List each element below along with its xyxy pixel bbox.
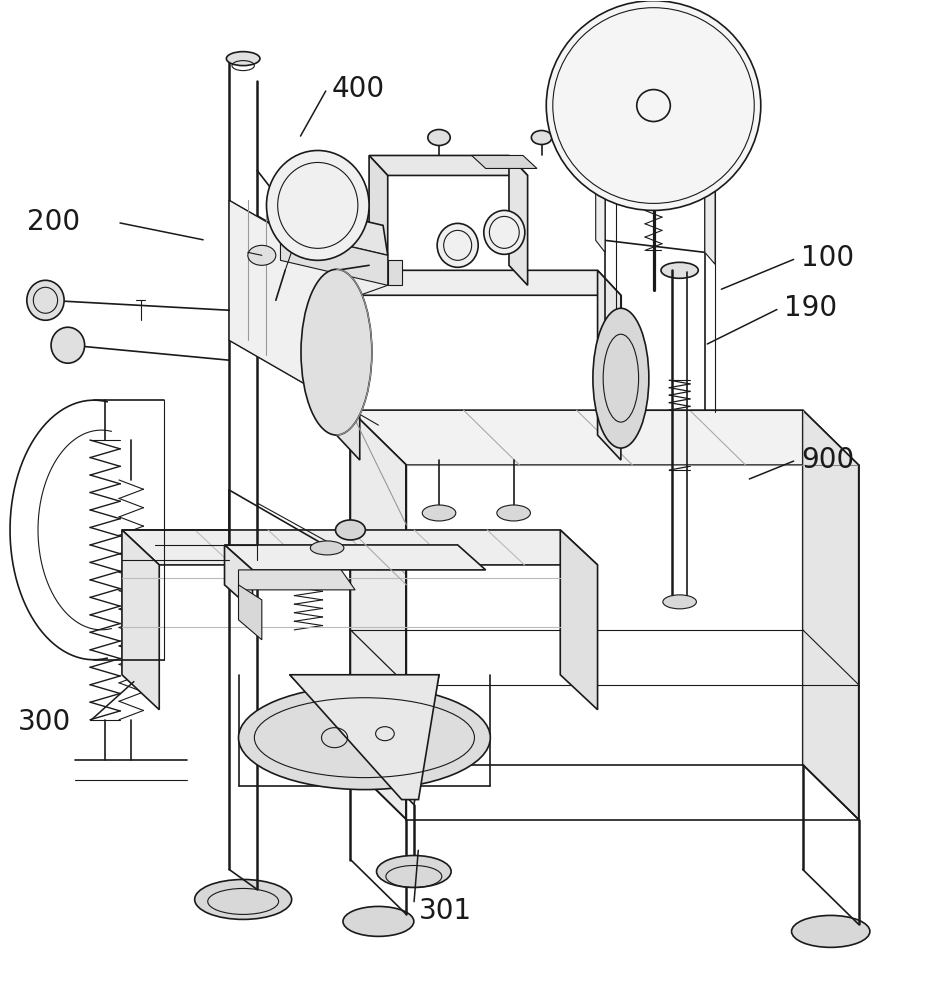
Text: 100: 100 <box>800 244 854 272</box>
Ellipse shape <box>27 280 64 320</box>
Polygon shape <box>336 270 360 460</box>
Polygon shape <box>336 270 621 295</box>
Ellipse shape <box>484 210 525 254</box>
Text: 200: 200 <box>27 208 80 236</box>
Polygon shape <box>596 64 717 96</box>
Polygon shape <box>472 155 537 168</box>
Ellipse shape <box>531 131 552 144</box>
Polygon shape <box>350 410 406 820</box>
Polygon shape <box>705 81 715 264</box>
Ellipse shape <box>663 595 697 609</box>
Text: 900: 900 <box>800 446 854 474</box>
Ellipse shape <box>661 262 699 278</box>
Polygon shape <box>369 155 388 285</box>
Polygon shape <box>122 530 598 565</box>
Polygon shape <box>290 675 439 800</box>
Ellipse shape <box>51 327 85 363</box>
Polygon shape <box>224 545 252 610</box>
Polygon shape <box>350 410 858 465</box>
Polygon shape <box>369 155 528 175</box>
Polygon shape <box>238 585 262 640</box>
Polygon shape <box>596 64 605 252</box>
Polygon shape <box>276 200 388 255</box>
Polygon shape <box>238 570 355 590</box>
Polygon shape <box>280 230 388 285</box>
Ellipse shape <box>546 1 761 210</box>
Polygon shape <box>509 155 528 285</box>
Text: 190: 190 <box>784 294 837 322</box>
Ellipse shape <box>266 150 369 260</box>
Ellipse shape <box>437 223 478 267</box>
Ellipse shape <box>343 906 414 936</box>
Polygon shape <box>224 545 486 570</box>
Polygon shape <box>229 200 350 410</box>
Ellipse shape <box>428 130 450 145</box>
Ellipse shape <box>301 269 372 435</box>
Polygon shape <box>802 410 858 820</box>
Ellipse shape <box>194 879 291 919</box>
Text: 400: 400 <box>332 75 385 103</box>
Polygon shape <box>388 260 402 285</box>
Polygon shape <box>122 530 159 710</box>
Ellipse shape <box>593 308 649 448</box>
Ellipse shape <box>335 520 365 540</box>
Ellipse shape <box>497 505 531 521</box>
Text: 300: 300 <box>18 708 71 736</box>
Ellipse shape <box>376 856 451 887</box>
Ellipse shape <box>422 505 456 521</box>
Ellipse shape <box>238 686 490 790</box>
Polygon shape <box>560 530 598 710</box>
Ellipse shape <box>248 245 276 265</box>
Ellipse shape <box>310 541 344 555</box>
Ellipse shape <box>641 0 667 10</box>
Ellipse shape <box>791 915 870 947</box>
Polygon shape <box>598 270 621 460</box>
Ellipse shape <box>226 52 260 66</box>
Text: 301: 301 <box>418 897 472 925</box>
